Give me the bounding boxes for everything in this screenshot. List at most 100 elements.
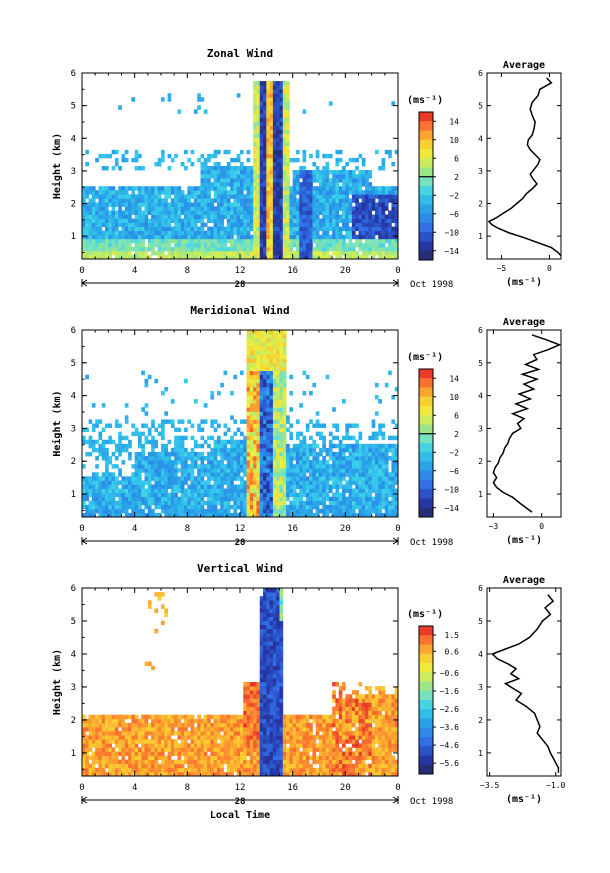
heatmap-cell xyxy=(124,763,129,769)
heatmap-cell xyxy=(207,468,211,473)
heatmap-cell xyxy=(180,504,185,510)
heatmap-cell xyxy=(128,198,132,203)
heatmap-cell xyxy=(151,714,155,720)
heatmap-cell xyxy=(161,190,165,195)
heatmap-cell xyxy=(147,186,152,191)
heatmap-cell xyxy=(134,153,139,159)
heatmap-cell xyxy=(269,246,274,252)
heatmap-cell xyxy=(266,161,271,167)
heatmap-cell xyxy=(345,468,350,473)
heatmap-cell xyxy=(328,222,333,228)
heatmap-cell xyxy=(305,222,310,228)
heatmap-cell xyxy=(272,504,277,510)
heatmap-cell xyxy=(101,731,106,736)
heatmap-cell xyxy=(216,254,221,260)
heatmap-cell xyxy=(91,726,96,732)
heatmap-cell xyxy=(388,246,392,252)
heatmap-cell xyxy=(286,488,290,494)
heatmap-cell xyxy=(342,464,346,469)
heatmap-cell xyxy=(164,496,168,502)
heatmap-cell xyxy=(210,464,215,469)
heatmap-cell xyxy=(170,460,175,465)
heatmap-cell xyxy=(144,767,149,773)
heatmap-cell xyxy=(134,472,139,477)
heatmap-cell xyxy=(335,174,340,179)
heatmap-cell xyxy=(253,97,257,102)
heatmap-cell xyxy=(236,157,241,163)
heatmap-cell xyxy=(147,755,152,761)
heatmap-cell xyxy=(322,468,326,473)
heatmap-cell xyxy=(355,504,359,510)
heatmap-cell xyxy=(302,488,307,494)
heatmap-cell xyxy=(101,194,106,199)
heatmap-cell xyxy=(315,166,320,171)
heatmap-cell xyxy=(312,234,317,240)
heatmap-cell xyxy=(295,210,300,215)
heatmap-cell xyxy=(121,435,126,441)
heatmap-cell xyxy=(256,451,261,457)
heatmap-cell xyxy=(302,166,307,171)
heatmap-cell xyxy=(223,508,228,514)
heatmap-cell xyxy=(177,484,182,489)
heatmap-cell xyxy=(358,492,363,498)
heatmap-cell xyxy=(118,739,122,744)
heatmap-cell xyxy=(180,508,185,514)
heatmap-cell xyxy=(85,246,89,252)
heatmap-cell xyxy=(193,399,198,404)
heatmap-cell xyxy=(200,198,205,203)
heatmap-cell xyxy=(276,157,280,163)
heatmap-cell xyxy=(88,726,93,732)
heatmap-cell xyxy=(295,504,300,510)
heatmap-cell xyxy=(378,226,382,232)
heatmap-cell xyxy=(266,214,271,219)
heatmap-cell xyxy=(207,218,211,224)
heatmap-cell xyxy=(309,460,313,465)
heatmap-cell xyxy=(312,202,317,207)
heatmap-cell xyxy=(114,476,119,481)
heatmap-cell xyxy=(391,101,396,106)
heatmap-cell xyxy=(240,370,244,376)
heatmap-cell xyxy=(282,431,287,437)
heatmap-cell xyxy=(95,210,99,215)
heatmap-cell xyxy=(144,202,149,207)
heatmap-cell xyxy=(381,214,386,219)
heatmap-cell xyxy=(167,460,172,465)
heatmap-cell xyxy=(88,771,93,777)
heatmap-cell xyxy=(378,468,382,473)
heatmap-cell xyxy=(144,403,149,408)
heatmap-cell xyxy=(263,435,267,441)
heatmap-cell xyxy=(256,439,261,445)
heatmap-cell xyxy=(345,508,350,514)
heatmap-cell xyxy=(124,214,129,219)
heatmap-cell xyxy=(197,230,201,236)
heatmap-cell xyxy=(223,488,228,494)
heatmap-cell xyxy=(335,198,340,203)
heatmap-cell xyxy=(141,230,145,236)
heatmap-cell xyxy=(365,488,369,494)
heatmap-cell xyxy=(384,250,389,256)
heatmap-cell xyxy=(259,97,264,102)
heatmap-cell xyxy=(187,234,192,240)
heatmap-cell xyxy=(88,484,93,489)
heatmap-cell xyxy=(213,484,218,489)
heatmap-cell xyxy=(141,246,145,252)
heatmap-cell xyxy=(131,480,136,485)
heatmap-cell xyxy=(295,500,300,506)
heatmap-cell xyxy=(299,246,303,252)
heatmap-cell xyxy=(325,451,330,457)
heatmap-cell xyxy=(216,186,221,191)
heatmap-cell xyxy=(88,250,93,256)
heatmap-cell xyxy=(207,246,211,252)
heatmap-cell xyxy=(91,423,96,428)
heatmap-cell xyxy=(286,117,290,122)
heatmap-cell xyxy=(134,718,139,724)
heatmap-cell xyxy=(226,476,231,481)
heatmap-cell xyxy=(85,427,89,433)
colorbar-tick-label: 6 xyxy=(454,411,459,420)
heatmap-cell xyxy=(131,97,136,102)
heatmap-cell xyxy=(124,194,129,199)
heatmap-cell xyxy=(184,222,188,228)
heatmap-cell xyxy=(266,439,271,445)
heatmap-cell xyxy=(161,242,165,248)
heatmap-cell xyxy=(207,254,211,260)
